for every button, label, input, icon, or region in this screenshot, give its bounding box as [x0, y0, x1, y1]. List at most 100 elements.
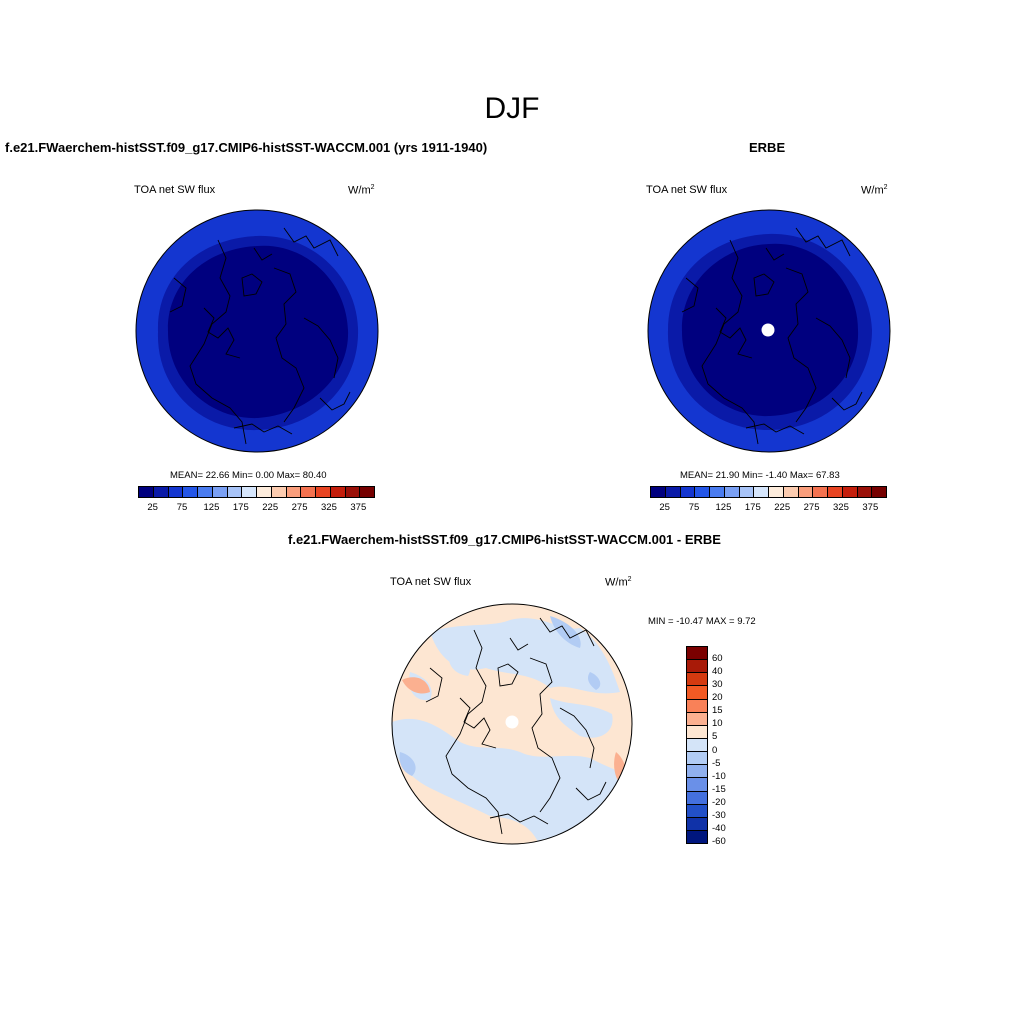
colorbar-swatch	[695, 487, 710, 497]
figure-title: DJF	[0, 92, 1024, 126]
colorbar-swatch	[687, 700, 707, 713]
colorbar-swatch	[858, 487, 873, 497]
colorbar-swatch	[799, 487, 814, 497]
colorbar-swatch	[687, 778, 707, 791]
colorbar-tick-label: 30	[712, 679, 723, 690]
colorbar-swatch	[687, 818, 707, 831]
diff-missing-data-pole	[506, 716, 519, 729]
colorbar-tick-label: -40	[712, 823, 726, 834]
colorbar-tick-label: -15	[712, 784, 726, 795]
colorbar-tick-label: 0	[712, 745, 717, 756]
colorbar-swatch	[183, 487, 198, 497]
right-colorbar	[650, 486, 887, 498]
colorbar-swatch	[687, 660, 707, 673]
colorbar-swatch	[784, 487, 799, 497]
colorbar-swatch	[139, 487, 154, 497]
colorbar-tick-label: 175	[741, 502, 765, 513]
colorbar-swatch	[687, 673, 707, 686]
colorbar-tick-label: -5	[712, 758, 720, 769]
colorbar-swatch	[872, 487, 886, 497]
colorbar-tick-label: 275	[288, 502, 312, 513]
colorbar-tick-label: -10	[712, 771, 726, 782]
diff-units-label: W/m2	[605, 576, 632, 589]
colorbar-swatch	[813, 487, 828, 497]
left-variable-label: TOA net SW flux	[134, 184, 215, 196]
colorbar-tick-label: 275	[800, 502, 824, 513]
colorbar-tick-label: -30	[712, 810, 726, 821]
colorbar-swatch	[228, 487, 243, 497]
colorbar-swatch	[687, 805, 707, 818]
diff-variable-label: TOA net SW flux	[390, 576, 471, 588]
colorbar-tick-label: 125	[711, 502, 735, 513]
diff-colorbar	[686, 646, 708, 844]
colorbar-tick-label: -60	[712, 836, 726, 847]
colorbar-swatch	[301, 487, 316, 497]
colorbar-swatch	[666, 487, 681, 497]
colorbar-tick-label: 375	[346, 502, 370, 513]
colorbar-swatch	[687, 752, 707, 765]
colorbar-swatch	[331, 487, 346, 497]
colorbar-tick-label: 10	[712, 718, 723, 729]
colorbar-swatch	[213, 487, 228, 497]
colorbar-tick-label: 60	[712, 653, 723, 664]
colorbar-swatch	[687, 686, 707, 699]
right-polar-map	[646, 208, 892, 454]
left-colorbar-ticks: 25 75 125 175 225 275 325 375	[138, 502, 373, 514]
colorbar-tick-label: 15	[712, 705, 723, 716]
colorbar-swatch	[687, 792, 707, 805]
colorbar-swatch	[687, 726, 707, 739]
colorbar-tick-label: -20	[712, 797, 726, 808]
colorbar-swatch	[681, 487, 696, 497]
right-units-label: W/m2	[861, 184, 888, 197]
colorbar-tick-label: 325	[317, 502, 341, 513]
diff-polar-map	[390, 602, 634, 846]
right-panel-title: ERBE	[749, 140, 785, 155]
colorbar-swatch	[769, 487, 784, 497]
colorbar-tick-label: 75	[682, 502, 706, 513]
colorbar-swatch	[687, 765, 707, 778]
colorbar-swatch	[287, 487, 302, 497]
left-units-label: W/m2	[348, 184, 375, 197]
colorbar-swatch	[651, 487, 666, 497]
colorbar-swatch	[272, 487, 287, 497]
colorbar-tick-label: 375	[858, 502, 882, 513]
colorbar-swatch	[198, 487, 213, 497]
colorbar-swatch	[687, 831, 707, 843]
colorbar-swatch	[242, 487, 257, 497]
left-colorbar	[138, 486, 375, 498]
colorbar-tick-label: 25	[653, 502, 677, 513]
colorbar-tick-label: 5	[712, 731, 717, 742]
colorbar-swatch	[754, 487, 769, 497]
colorbar-swatch	[257, 487, 272, 497]
colorbar-tick-label: 225	[770, 502, 794, 513]
colorbar-swatch	[843, 487, 858, 497]
colorbar-swatch	[828, 487, 843, 497]
colorbar-swatch	[710, 487, 725, 497]
colorbar-tick-label: 325	[829, 502, 853, 513]
colorbar-tick-label: 20	[712, 692, 723, 703]
colorbar-swatch	[725, 487, 740, 497]
colorbar-tick-label: 125	[199, 502, 223, 513]
colorbar-swatch	[316, 487, 331, 497]
colorbar-tick-label: 75	[170, 502, 194, 513]
colorbar-swatch	[687, 647, 707, 660]
left-stats: MEAN= 22.66 Min= 0.00 Max= 80.40	[170, 470, 327, 481]
colorbar-swatch	[740, 487, 755, 497]
left-panel-title: f.e21.FWaerchem-histSST.f09_g17.CMIP6-hi…	[5, 140, 487, 155]
diff-minmax: MIN = -10.47 MAX = 9.72	[648, 616, 756, 627]
colorbar-swatch	[346, 487, 361, 497]
right-stats: MEAN= 21.90 Min= -1.40 Max= 67.83	[680, 470, 840, 481]
right-variable-label: TOA net SW flux	[646, 184, 727, 196]
right-colorbar-ticks: 25 75 125 175 225 275 325 375	[650, 502, 885, 514]
colorbar-tick-label: 225	[258, 502, 282, 513]
right-missing-data-pole	[762, 324, 775, 337]
colorbar-tick-label: 25	[141, 502, 165, 513]
colorbar-swatch	[687, 713, 707, 726]
diff-panel-title: f.e21.FWaerchem-histSST.f09_g17.CMIP6-hi…	[288, 532, 721, 547]
colorbar-swatch	[360, 487, 374, 497]
colorbar-swatch	[687, 739, 707, 752]
colorbar-tick-label: 175	[229, 502, 253, 513]
diff-colorbar-ticks: 60 40 30 20 15 10 5 0 -5 -10 -15 -20 -30 -40 -60	[712, 646, 752, 842]
left-polar-map	[134, 208, 380, 454]
colorbar-swatch	[169, 487, 184, 497]
